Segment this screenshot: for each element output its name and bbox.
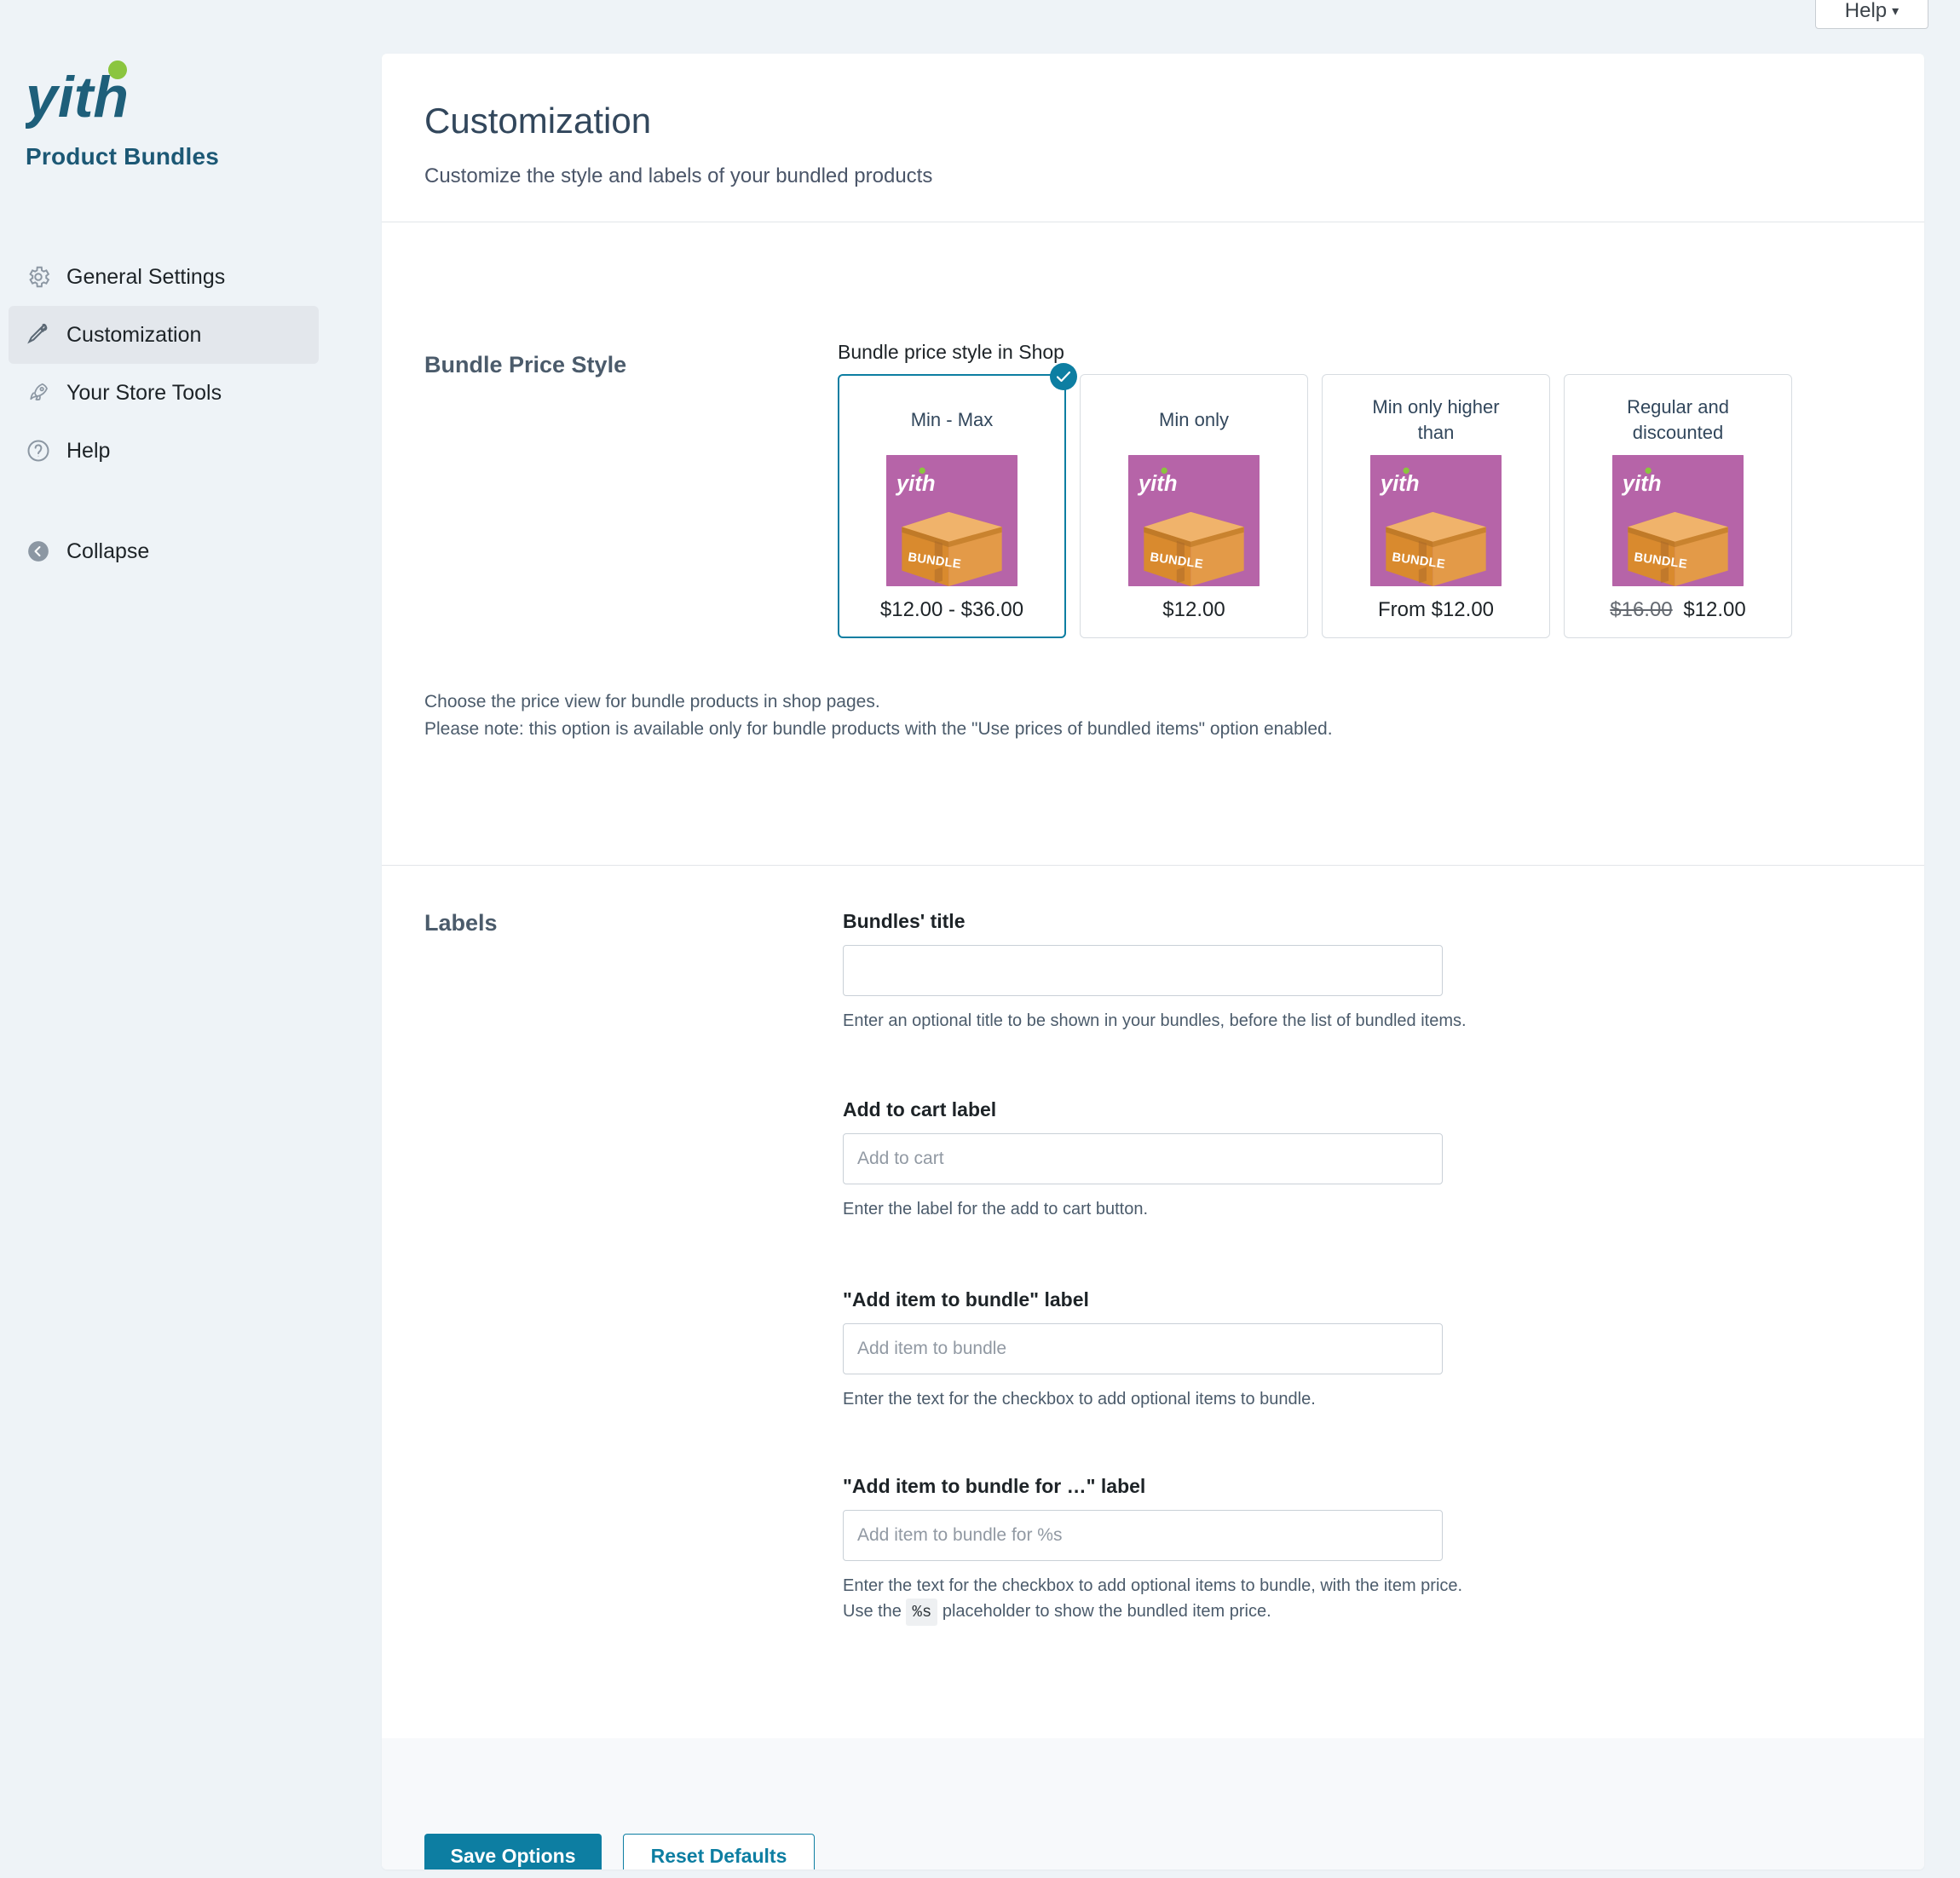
svg-text:yith: yith (26, 65, 129, 130)
